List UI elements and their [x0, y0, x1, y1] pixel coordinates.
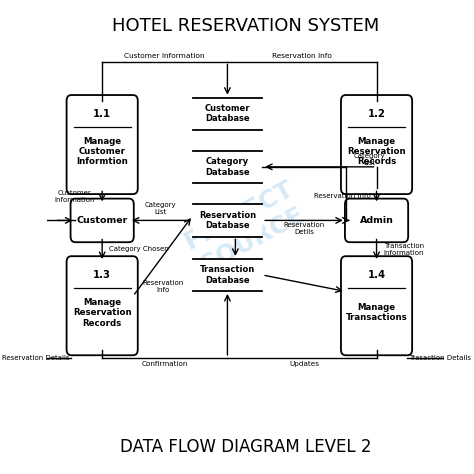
Text: Manage
Transactions: Manage Transactions [346, 303, 408, 322]
Text: Manage
Reservation
Records: Manage Reservation Records [73, 298, 131, 328]
Text: Category
List: Category List [354, 153, 385, 166]
Text: Reservation
Database: Reservation Database [199, 211, 256, 230]
Text: DATA FLOW DIAGRAM LEVEL 2: DATA FLOW DIAGRAM LEVEL 2 [119, 438, 371, 456]
Text: Customer Information: Customer Information [125, 53, 205, 59]
Text: 1.3: 1.3 [93, 270, 111, 280]
Text: Reservation Details: Reservation Details [2, 355, 69, 361]
Text: Manage
Customer
Informtion: Manage Customer Informtion [76, 137, 128, 166]
Bar [192, 151, 262, 183]
FancyBboxPatch shape [66, 256, 138, 356]
Text: 1.1: 1.1 [93, 109, 111, 119]
Text: 1.2: 1.2 [368, 109, 385, 119]
Text: Trasaction Details: Trasaction Details [410, 355, 471, 361]
Text: Category
Database: Category Database [205, 157, 250, 176]
Text: Confirmation: Confirmation [142, 361, 188, 366]
Text: Reservation Info: Reservation Info [272, 53, 332, 59]
Text: Category
List: Category List [145, 202, 177, 215]
Text: Transaction
Database: Transaction Database [200, 265, 255, 284]
Text: Customer
Database: Customer Database [205, 104, 250, 123]
Text: Updates: Updates [289, 361, 319, 366]
FancyBboxPatch shape [345, 199, 408, 242]
Text: Customer: Customer [76, 216, 128, 225]
Bar [192, 259, 262, 291]
Text: 1.4: 1.4 [367, 270, 386, 280]
Bar [192, 98, 262, 130]
Text: Category Chosen: Category Chosen [109, 246, 169, 252]
Text: PROJECT
SOURCE: PROJECT SOURCE [180, 176, 310, 279]
Text: Transaction
Information: Transaction Information [383, 243, 424, 255]
Bar [192, 204, 262, 237]
FancyBboxPatch shape [341, 95, 412, 194]
Text: Manage
Reservation
Records: Manage Reservation Records [347, 137, 406, 166]
Text: HOTEL RESERVATION SYSTEM: HOTEL RESERVATION SYSTEM [112, 17, 379, 35]
FancyBboxPatch shape [71, 199, 134, 242]
FancyBboxPatch shape [341, 256, 412, 356]
Text: Reservation Info: Reservation Info [314, 193, 371, 200]
Text: Reservation
Detils: Reservation Detils [283, 222, 325, 236]
FancyBboxPatch shape [66, 95, 138, 194]
Text: Customer
Information: Customer Information [55, 190, 95, 203]
Text: Admin: Admin [360, 216, 393, 225]
Text: Reservation
Info: Reservation Info [142, 280, 183, 293]
